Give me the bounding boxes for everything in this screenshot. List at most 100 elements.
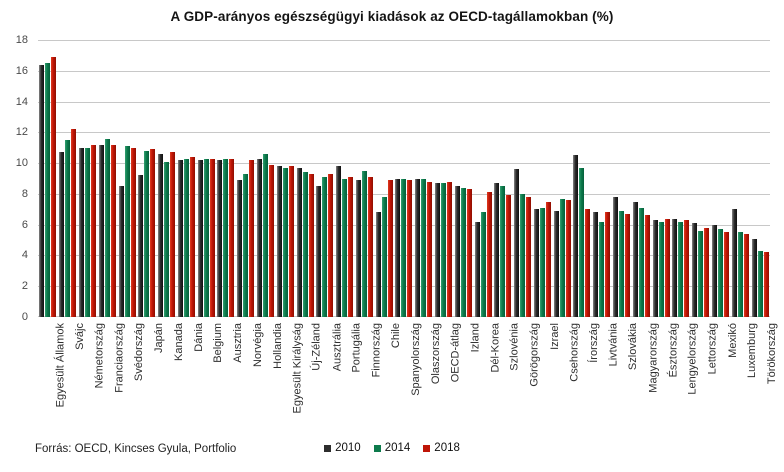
bar-2014 bbox=[322, 176, 328, 317]
bar-group bbox=[315, 40, 335, 317]
bar-2018 bbox=[51, 56, 57, 317]
bar-2014 bbox=[144, 150, 150, 317]
legend-swatch-icon bbox=[373, 444, 381, 452]
bar-2010 bbox=[494, 183, 500, 317]
bar-2014 bbox=[421, 178, 427, 317]
bar-group bbox=[730, 40, 750, 317]
bar-2010 bbox=[78, 147, 84, 317]
bar-2018 bbox=[407, 180, 413, 317]
x-label-cell: OECD-átlag bbox=[434, 321, 462, 433]
bar-group bbox=[473, 40, 493, 317]
x-label-cell: Ausztria bbox=[216, 321, 244, 433]
bar-2014 bbox=[223, 158, 229, 317]
x-label-cell: Lengyelország bbox=[671, 321, 699, 433]
bar-2010 bbox=[98, 144, 104, 317]
x-label-cell: Luxemburg bbox=[730, 321, 758, 433]
bar-2014 bbox=[579, 167, 585, 317]
bar-group bbox=[533, 40, 553, 317]
bar-2018 bbox=[743, 233, 749, 317]
bar-group bbox=[97, 40, 117, 317]
x-label-cell: Csehország bbox=[552, 321, 580, 433]
plot-area bbox=[38, 40, 770, 317]
bar-2014 bbox=[381, 196, 387, 317]
bar-2014 bbox=[539, 207, 545, 317]
bar-2010 bbox=[118, 186, 124, 317]
bar-2014 bbox=[45, 63, 51, 317]
bar-group bbox=[295, 40, 315, 317]
bar-2014 bbox=[282, 167, 288, 317]
x-label-cell: Norvégia bbox=[236, 321, 264, 433]
bar-2018 bbox=[466, 189, 472, 317]
bar-2014 bbox=[599, 221, 605, 317]
bar-2014 bbox=[342, 178, 348, 317]
bar-2010 bbox=[474, 221, 480, 317]
x-label-cell: Chile bbox=[374, 321, 402, 433]
bar-group bbox=[236, 40, 256, 317]
bar-group bbox=[394, 40, 414, 317]
bar-2018 bbox=[684, 220, 690, 317]
bar-2010 bbox=[138, 175, 144, 317]
bar-2018 bbox=[348, 176, 354, 317]
x-label-cell: Ausztrália bbox=[315, 321, 343, 433]
bar-2014 bbox=[203, 158, 209, 317]
bar-2018 bbox=[308, 173, 314, 317]
bar-group bbox=[374, 40, 394, 317]
bar-2014 bbox=[262, 153, 268, 317]
bar-group bbox=[58, 40, 78, 317]
legend-item-2014: 2014 bbox=[373, 442, 410, 454]
bar-2018 bbox=[723, 232, 729, 317]
bar-2018 bbox=[605, 212, 611, 317]
bar-2014 bbox=[65, 140, 71, 317]
bar-group bbox=[592, 40, 612, 317]
x-label-cell: Japán bbox=[137, 321, 165, 433]
bar-2010 bbox=[454, 186, 460, 317]
bar-group bbox=[275, 40, 295, 317]
bar-group bbox=[513, 40, 533, 317]
bar-2014 bbox=[698, 230, 704, 317]
x-label-cell: Észtország bbox=[651, 321, 679, 433]
bar-2010 bbox=[672, 218, 678, 317]
y-tick-label: 8 bbox=[21, 187, 28, 200]
bar-group bbox=[493, 40, 513, 317]
bar-2018 bbox=[387, 180, 393, 317]
bar-2014 bbox=[520, 193, 526, 317]
bar-2018 bbox=[209, 158, 215, 317]
bar-2014 bbox=[717, 229, 723, 317]
x-label-cell: Portugália bbox=[335, 321, 363, 433]
bar-group bbox=[78, 40, 98, 317]
bar-2018 bbox=[704, 227, 710, 317]
x-label-cell: Egyesült Királyság bbox=[275, 321, 303, 433]
x-label-cell: Mexikó bbox=[711, 321, 738, 433]
x-label-cell: Hollandia bbox=[256, 321, 283, 433]
y-tick-label: 18 bbox=[15, 34, 28, 46]
bar-2018 bbox=[565, 200, 571, 317]
x-label-cell: Livtvánia bbox=[592, 321, 620, 433]
bar-2018 bbox=[288, 166, 294, 317]
bar-2018 bbox=[545, 201, 551, 317]
bar-2018 bbox=[664, 218, 670, 317]
y-tick-label: 4 bbox=[21, 249, 28, 262]
x-label-cell: Kanada bbox=[157, 321, 185, 433]
bar-2014 bbox=[84, 147, 90, 317]
bar-group bbox=[671, 40, 691, 317]
bars-row bbox=[38, 40, 770, 317]
bar-2018 bbox=[229, 158, 235, 317]
bar-2014 bbox=[104, 138, 110, 317]
y-tick-label: 10 bbox=[15, 157, 28, 170]
x-label-cell: Izland bbox=[453, 321, 481, 433]
bar-2018 bbox=[526, 196, 532, 317]
x-label-cell: Izrael bbox=[533, 321, 560, 433]
bar-2018 bbox=[644, 215, 650, 317]
x-label-cell: Németország bbox=[78, 321, 105, 433]
bar-2010 bbox=[395, 178, 401, 317]
bar-2010 bbox=[237, 180, 243, 317]
bar-2014 bbox=[441, 183, 447, 317]
bar-group bbox=[453, 40, 473, 317]
y-tick-label: 0 bbox=[21, 311, 28, 323]
bar-2018 bbox=[625, 213, 631, 317]
bar-2010 bbox=[158, 153, 164, 317]
bar-group bbox=[196, 40, 216, 317]
gridline-12 bbox=[38, 132, 770, 134]
x-label-cell: Szlovénia bbox=[493, 321, 521, 433]
legend-swatch-icon bbox=[324, 444, 332, 452]
